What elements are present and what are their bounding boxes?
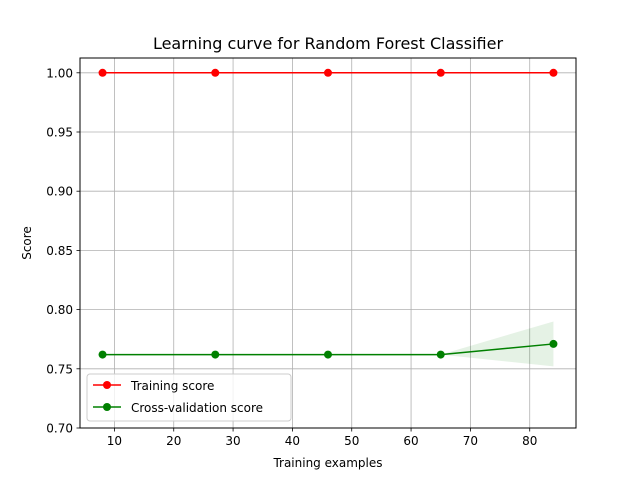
data-point-series-1 (211, 350, 220, 359)
y-tick-label: 0.85 (46, 244, 73, 258)
legend: Training score Cross-validation score (86, 373, 292, 422)
data-point-series-1 (324, 350, 332, 359)
y-tick-label: 0.80 (46, 303, 73, 317)
legend-label-cross-validation: Cross-validation score (131, 401, 263, 415)
y-tick-label: 0.75 (46, 362, 73, 376)
data-point-series-1 (98, 350, 107, 359)
x-axis: 10 20 30 40 50 60 70 80 (107, 428, 537, 448)
x-tick-label: 50 (344, 434, 359, 448)
data-point-series-0 (211, 68, 220, 77)
plot-frame (79, 57, 577, 429)
x-axis-label: Training examples (272, 456, 382, 470)
x-tick-label: 80 (522, 434, 537, 448)
x-tick-label: 40 (285, 434, 300, 448)
legend-label-training: Training score (130, 379, 214, 393)
data-point-series-0 (549, 68, 558, 77)
x-tick-label: 10 (107, 434, 122, 448)
data-point-series-0 (324, 68, 332, 77)
y-tick-label: 0.90 (46, 185, 73, 199)
chart-title: Learning curve for Random Forest Classif… (153, 34, 504, 53)
x-tick-label: 30 (225, 434, 240, 448)
data-point-series-0 (436, 68, 445, 77)
plot-area (79, 57, 577, 429)
data-point-series-1 (549, 339, 558, 348)
series-layer (98, 68, 558, 359)
legend-box (86, 373, 292, 422)
x-tick-label: 70 (463, 434, 478, 448)
legend-marker-cross-validation (103, 403, 111, 411)
x-tick-label: 60 (403, 434, 418, 448)
y-tick-label: 1.00 (46, 66, 73, 80)
y-tick-label: 0.95 (46, 126, 73, 140)
y-axis-label: Score (20, 226, 34, 260)
x-tick-label: 20 (166, 434, 181, 448)
y-axis: 0.70 0.75 0.80 0.85 0.90 0.95 1.00 (46, 66, 80, 436)
y-tick-label: 0.70 (46, 422, 73, 436)
legend-marker-training (103, 381, 111, 389)
data-point-series-1 (436, 350, 445, 359)
data-point-series-0 (98, 68, 107, 77)
